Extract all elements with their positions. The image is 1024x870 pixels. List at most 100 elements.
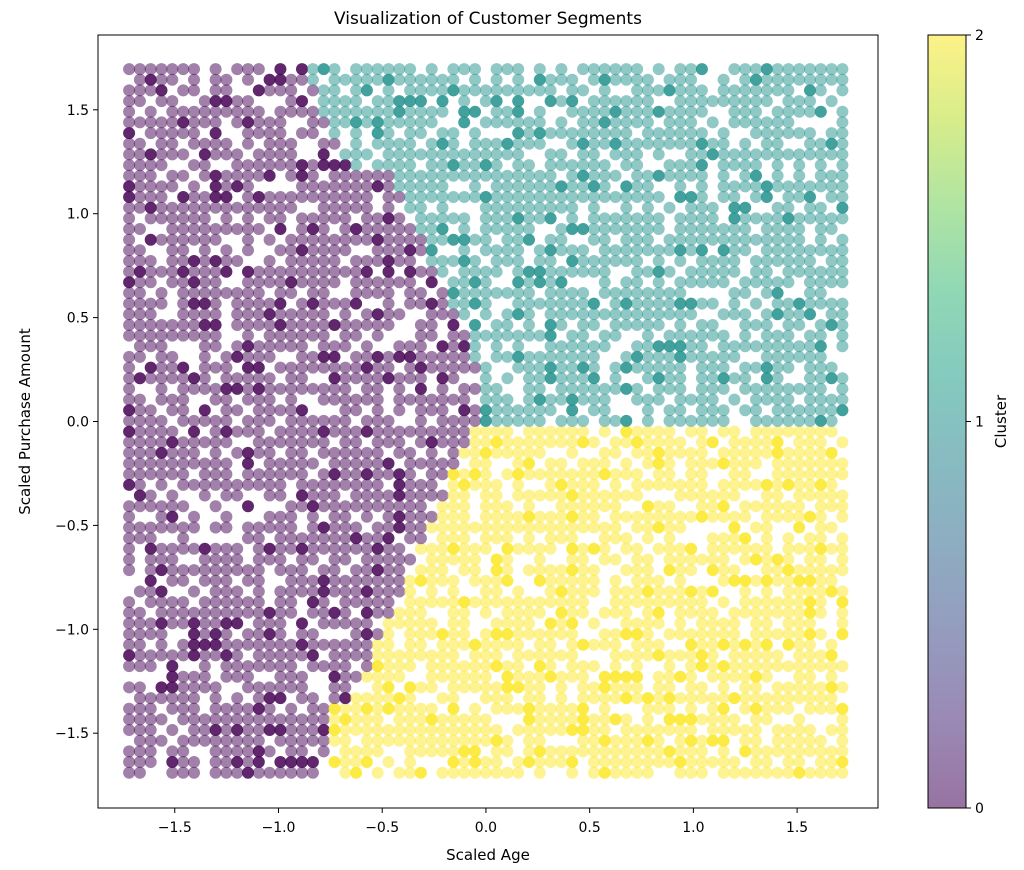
scatter-point-cluster-0 [360, 308, 373, 321]
scatter-point-cluster-0 [231, 585, 244, 598]
scatter-point-cluster-2 [555, 468, 568, 481]
scatter-point-cluster-0 [231, 180, 244, 193]
scatter-point-cluster-1 [609, 95, 622, 108]
scatter-point-cluster-2 [544, 521, 557, 534]
scatter-point-cluster-0 [166, 436, 179, 449]
scatter-point-cluster-0 [274, 649, 287, 662]
scatter-point-cluster-0 [220, 745, 233, 758]
scatter-point-cluster-0 [188, 670, 200, 683]
scatter-point-cluster-0 [133, 713, 146, 726]
scatter-point-cluster-1 [555, 180, 568, 193]
scatter-point-cluster-2 [425, 564, 438, 577]
scatter-point-cluster-1 [814, 223, 827, 235]
scatter-point-cluster-0 [350, 297, 363, 310]
scatter-point-cluster-0 [209, 180, 222, 193]
scatter-point-cluster-1 [544, 127, 557, 140]
scatter-point-cluster-0 [404, 478, 417, 491]
scatter-point-cluster-0 [263, 468, 276, 481]
scatter-point-cluster-2 [469, 446, 481, 459]
scatter-point-cluster-0 [231, 105, 244, 118]
scatter-point-cluster-1 [641, 127, 654, 140]
scatter-point-cluster-2 [479, 542, 492, 555]
scatter-point-cluster-1 [804, 350, 816, 363]
scatter-point-cluster-0 [350, 265, 363, 278]
scatter-point-cluster-2 [609, 532, 622, 545]
scatter-point-cluster-0 [220, 638, 233, 651]
scatter-point-cluster-0 [414, 244, 427, 257]
scatter-point-cluster-2 [512, 436, 525, 449]
scatter-point-cluster-0 [296, 308, 308, 321]
scatter-point-cluster-0 [123, 265, 136, 278]
scatter-point-cluster-1 [328, 105, 341, 118]
scatter-point-cluster-1 [469, 191, 481, 203]
scatter-point-cluster-0 [306, 500, 319, 513]
x-tick-label: −0.5 [365, 820, 399, 836]
scatter-point-cluster-1 [501, 223, 514, 235]
scatter-point-cluster-1 [479, 95, 492, 108]
scatter-point-cluster-1 [631, 255, 644, 267]
scatter-point-cluster-0 [231, 382, 244, 395]
scatter-point-cluster-2 [609, 692, 622, 705]
scatter-point-cluster-2 [555, 500, 568, 513]
scatter-point-cluster-2 [685, 638, 698, 651]
scatter-point-cluster-0 [144, 596, 157, 609]
scatter-point-cluster-1 [825, 223, 838, 235]
scatter-point-cluster-0 [155, 180, 168, 193]
scatter-point-cluster-2 [544, 425, 557, 438]
scatter-point-cluster-2 [620, 692, 633, 705]
scatter-point-cluster-1 [836, 233, 849, 246]
scatter-point-cluster-0 [133, 468, 146, 481]
scatter-point-cluster-1 [814, 372, 827, 385]
scatter-point-cluster-1 [695, 63, 708, 76]
scatter-point-cluster-0 [188, 308, 200, 321]
scatter-point-cluster-2 [641, 745, 654, 758]
scatter-point-cluster-1 [771, 223, 784, 235]
scatter-point-cluster-1 [609, 308, 622, 321]
scatter-point-cluster-0 [144, 276, 157, 289]
scatter-point-cluster-0 [414, 478, 427, 491]
scatter-point-cluster-1 [404, 73, 417, 86]
scatter-point-cluster-0 [274, 84, 287, 97]
scatter-point-cluster-2 [587, 489, 600, 502]
scatter-point-cluster-2 [750, 521, 762, 534]
scatter-point-cluster-2 [695, 553, 708, 566]
scatter-point-cluster-2 [706, 436, 719, 449]
scatter-point-cluster-1 [512, 159, 525, 172]
scatter-point-cluster-0 [123, 382, 136, 395]
scatter-point-cluster-0 [166, 500, 179, 513]
scatter-point-cluster-2 [587, 660, 600, 673]
scatter-point-cluster-1 [577, 148, 590, 161]
scatter-point-cluster-1 [836, 137, 849, 150]
scatter-point-cluster-0 [133, 585, 146, 598]
scatter-point-cluster-0 [285, 84, 298, 97]
scatter-point-cluster-2 [609, 446, 622, 459]
scatter-point-cluster-0 [177, 478, 190, 491]
scatter-point-cluster-1 [685, 169, 698, 182]
scatter-point-cluster-2 [598, 425, 611, 438]
scatter-point-cluster-1 [425, 191, 438, 203]
scatter-point-cluster-2 [825, 500, 838, 513]
scatter-point-cluster-2 [620, 510, 633, 523]
scatter-point-cluster-1 [641, 84, 654, 97]
scatter-point-cluster-1 [695, 191, 708, 203]
scatter-point-cluster-0 [123, 159, 136, 172]
scatter-point-cluster-2 [793, 766, 806, 779]
scatter-point-cluster-0 [274, 201, 287, 214]
scatter-point-cluster-0 [296, 553, 308, 566]
scatter-point-cluster-0 [209, 681, 222, 694]
scatter-point-cluster-0 [371, 436, 384, 449]
scatter-point-cluster-2 [425, 713, 438, 726]
scatter-point-cluster-2 [782, 638, 795, 651]
scatter-point-cluster-1 [836, 393, 849, 406]
scatter-point-cluster-2 [566, 596, 579, 609]
scatter-point-cluster-1 [479, 372, 492, 385]
scatter-point-cluster-0 [296, 180, 308, 193]
scatter-point-cluster-0 [317, 489, 330, 502]
scatter-point-cluster-1 [577, 340, 590, 353]
scatter-point-cluster-1 [771, 233, 784, 246]
scatter-point-cluster-1 [739, 340, 752, 353]
scatter-point-cluster-0 [231, 425, 244, 438]
scatter-point-cluster-0 [274, 148, 287, 161]
scatter-point-cluster-2 [685, 649, 698, 662]
scatter-point-cluster-1 [631, 159, 644, 172]
